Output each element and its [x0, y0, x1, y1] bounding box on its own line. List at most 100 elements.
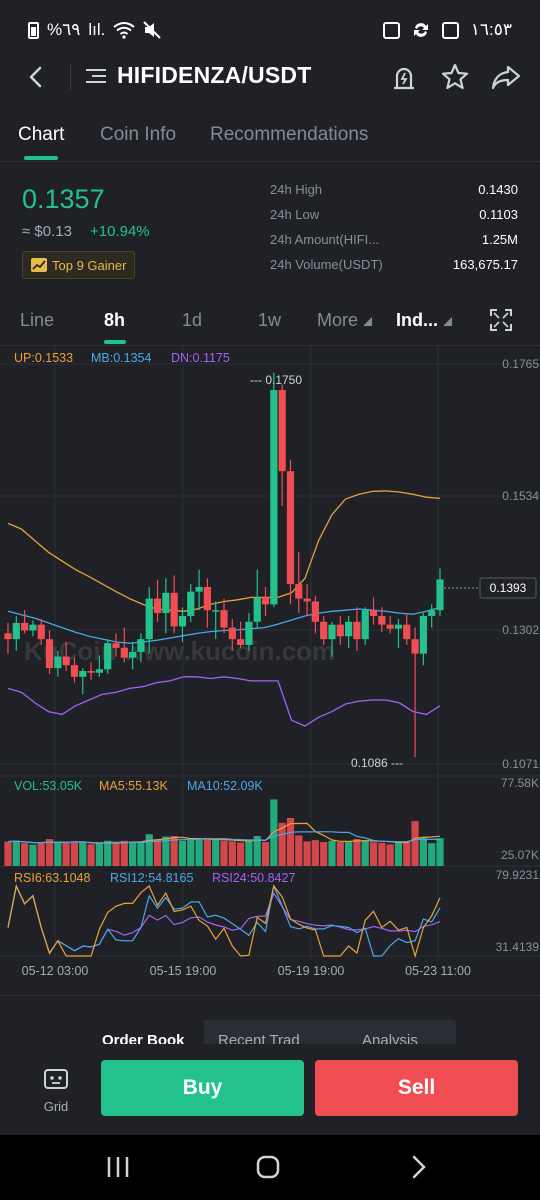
volume-bar [428, 843, 436, 866]
volume-bar [386, 844, 394, 866]
legend-up: UP:0.1533 [14, 351, 73, 365]
legend-vol: VOL:53.05K [14, 779, 83, 793]
volume-bar [237, 842, 245, 866]
wifi-icon [113, 22, 136, 39]
candle-body [328, 624, 336, 640]
interval-8h[interactable]: 8h [104, 310, 126, 330]
battery-percent: %٦٩ [47, 20, 81, 39]
interval-selector: Line 8h 1d 1w More Ind... [0, 302, 540, 346]
recent-apps-icon[interactable] [105, 1155, 131, 1179]
grid-bot-button[interactable]: Grid [36, 1065, 76, 1115]
tab-coin-info[interactable]: Coin Info [100, 124, 177, 145]
rsi24-line [7, 884, 441, 955]
legend-rsi24: RSI24:50.8427 [212, 871, 295, 885]
signal-icon: lıl. [88, 20, 106, 39]
interval-1d[interactable]: 1d [182, 310, 203, 330]
mute-icon [143, 21, 162, 39]
orderbook-tab-active-bg [86, 1020, 204, 1044]
volume-bar [336, 842, 344, 866]
interval-line[interactable]: Line [20, 310, 55, 330]
indicator-label: Ind... [396, 310, 438, 330]
tab-recommendations[interactable]: Recommendations [210, 124, 369, 145]
star-icon[interactable] [438, 60, 472, 94]
legend-dn: DN:0.1175 [171, 351, 230, 365]
candle-body [386, 624, 394, 629]
bollinger-lower-line [7, 676, 441, 727]
volume-bar [394, 842, 403, 866]
tab-order-book[interactable]: Order Book [102, 1032, 185, 1044]
volume-bar [54, 842, 62, 866]
volume-bar [70, 842, 79, 866]
candle-body [203, 587, 211, 611]
volume-bar [21, 843, 29, 866]
y-tick: 0.1765 [502, 357, 539, 371]
interval-more[interactable]: More [317, 310, 373, 331]
menu-icon[interactable] [84, 64, 108, 88]
volume-bar [129, 842, 137, 866]
interval-1w[interactable]: 1w [258, 310, 282, 330]
candle-body [178, 615, 187, 627]
top-gainer-badge[interactable]: Top 9 Gainer [22, 251, 136, 279]
candle-body [303, 598, 311, 602]
bollinger-upper-line [7, 490, 441, 612]
x-tick: 05-19 19:00 [278, 964, 345, 978]
tab-chart[interactable]: Chart [18, 124, 65, 145]
trend-icon [31, 258, 47, 272]
candle-body [261, 597, 270, 605]
low-annotation: 0.1086 --- [351, 756, 403, 770]
candle-body [29, 624, 37, 631]
tab-active-indicator [24, 156, 58, 160]
buy-button[interactable]: Buy [101, 1060, 304, 1116]
kline-chart[interactable]: KuCoin www.kucoin.com UP:0.1533 MB:0.135… [0, 346, 540, 986]
legend-rsi6: RSI6:63.1048 [14, 871, 90, 885]
volume-bar [328, 840, 336, 866]
candle-body [187, 591, 195, 616]
volume-bar [104, 840, 112, 866]
sell-button[interactable]: Sell [315, 1060, 518, 1116]
candle-body [112, 643, 120, 648]
rsi-y-tick: 31.4139 [496, 940, 540, 954]
home-icon[interactable] [255, 1154, 281, 1180]
candle-body [4, 633, 12, 640]
volume-bar [29, 844, 37, 866]
rsi-y-tick: 79.9231 [496, 868, 540, 882]
candles [4, 372, 444, 758]
rsi6-line [7, 884, 441, 959]
candle-body [170, 592, 178, 627]
high-annotation: --- 0.1750 [250, 373, 302, 387]
alert-icon[interactable] [387, 60, 421, 94]
volume-bar [303, 841, 311, 866]
volume-bar [220, 840, 228, 866]
back-button[interactable] [20, 60, 54, 94]
tab-recent-trades[interactable]: Recent Trad [218, 1032, 300, 1044]
ticker-panel: 0.1357 ≈ $0.13 +10.94% Top 9 Gainer 24h … [0, 180, 540, 290]
watermark-text: KuCoin www.kucoin.com [24, 636, 335, 666]
volume-bar [137, 842, 145, 866]
volume-bar [95, 843, 103, 866]
candle-body [104, 643, 112, 670]
volume-bar [170, 836, 178, 866]
current-price-tag [479, 577, 537, 599]
volume-bar [112, 843, 120, 866]
candle-body [137, 639, 145, 652]
change-percent: +10.94% [90, 223, 150, 240]
tab-analysis[interactable]: Analysis [362, 1032, 418, 1044]
candle-body [120, 647, 128, 658]
header-divider [70, 64, 71, 90]
legend-rsi12: RSI12:54.8165 [110, 871, 193, 885]
volume-bar [162, 836, 170, 866]
candle-body [353, 621, 361, 640]
candle-body [228, 627, 236, 640]
fullscreen-icon[interactable] [490, 309, 512, 331]
share-icon[interactable] [489, 60, 523, 94]
main-tabs: Chart Coin Info Recommendations [0, 112, 540, 162]
volume-bar [145, 834, 153, 866]
pair-title[interactable]: HIFIDENZA/USDT [117, 62, 312, 88]
approx-usd: ≈ $0.13 [22, 223, 72, 240]
candle-body [95, 669, 103, 673]
volume-bar [203, 837, 211, 866]
volume-bar [286, 818, 295, 866]
indicator-dropdown[interactable]: Ind... [396, 310, 453, 331]
back-nav-icon[interactable] [408, 1155, 430, 1179]
robot-icon [44, 1069, 68, 1089]
